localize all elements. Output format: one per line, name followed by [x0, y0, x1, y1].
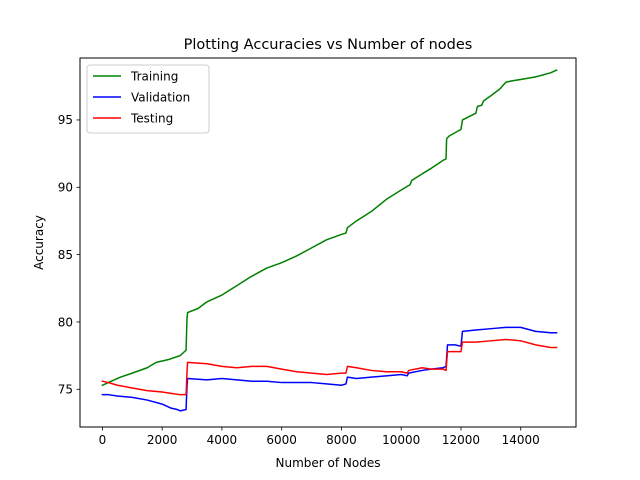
y-tick-label: 85: [58, 248, 73, 262]
x-tick-label: 10000: [382, 433, 420, 447]
legend-label-training: Training: [130, 69, 178, 83]
y-axis-title: Accuracy: [32, 215, 46, 270]
y-tick-label: 95: [58, 113, 73, 127]
series-layer: [101, 69, 558, 412]
x-tick-label: 12000: [442, 433, 480, 447]
legend: Training Validation Testing: [86, 64, 210, 134]
series-line-validation: [101, 326, 558, 412]
legend-label-validation: Validation: [131, 90, 190, 104]
legend-box: [86, 64, 210, 134]
x-axis-ticks: 0 2000 4000 6000 8000 10000 12000 14000: [99, 427, 540, 447]
series-line-testing: [101, 338, 558, 396]
x-tick-label: 4000: [207, 433, 238, 447]
y-tick-label: 75: [58, 383, 73, 397]
x-tick-label: 2000: [147, 433, 178, 447]
y-axis-ticks: 75 80 85 90 95: [58, 113, 80, 397]
chart-title: Plotting Accuracies vs Number of nodes: [184, 37, 473, 53]
x-tick-label: 8000: [326, 433, 357, 447]
plot-frame: [79, 57, 577, 428]
legend-label-testing: Testing: [130, 111, 173, 125]
x-tick-label: 6000: [266, 433, 297, 447]
y-tick-label: 80: [58, 315, 73, 329]
x-axis-title: Number of Nodes: [276, 456, 381, 470]
x-tick-label: 14000: [502, 433, 540, 447]
series-line-training: [101, 69, 558, 387]
x-tick-label: 0: [99, 433, 107, 447]
y-tick-label: 90: [58, 181, 73, 195]
